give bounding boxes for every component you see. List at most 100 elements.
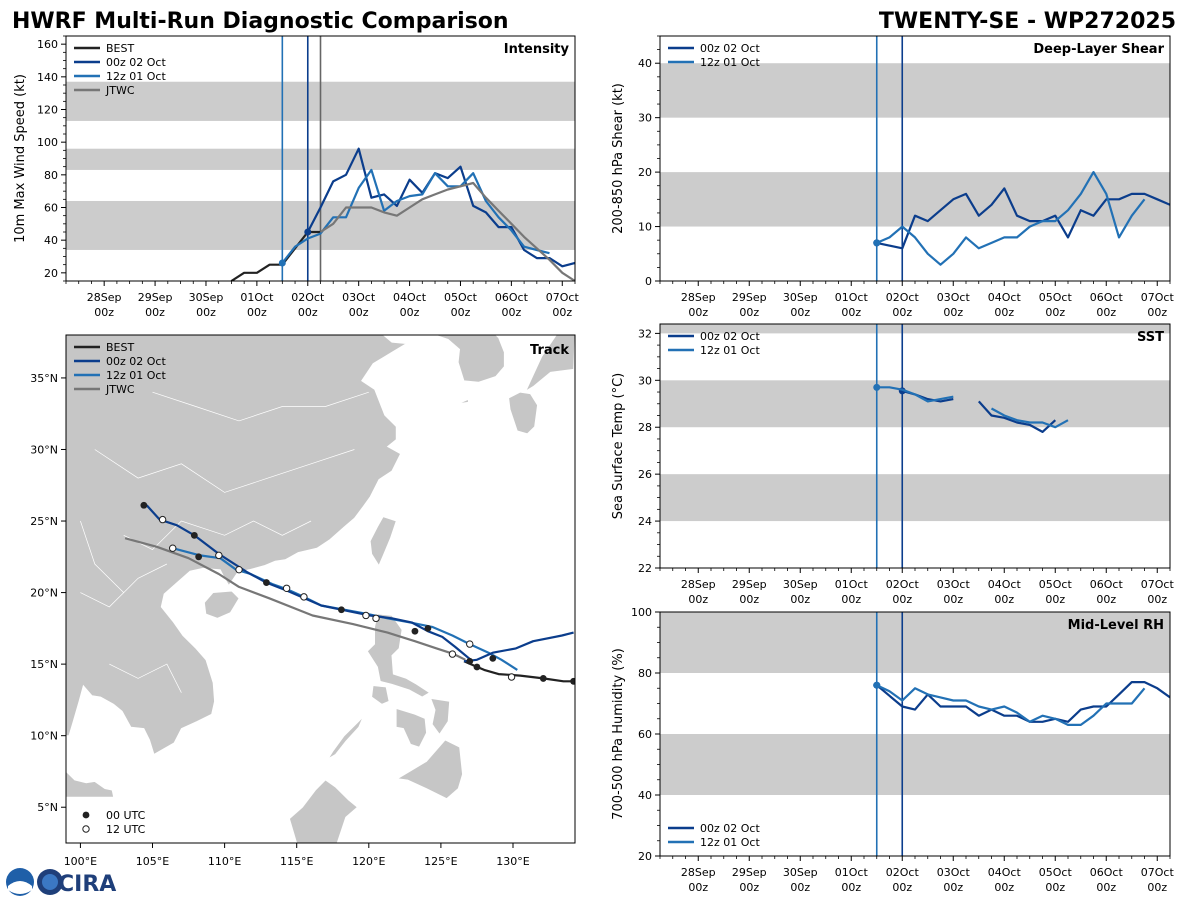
rh-xtick-date: 29Sep: [732, 866, 767, 879]
track-legend-label-00utc: 00 UTC: [106, 809, 146, 822]
sst-series-group: [873, 383, 1069, 433]
rh-xtick-hour: 00z: [943, 881, 963, 894]
intensity-xtick-label: 04Oct 00z: [393, 291, 427, 319]
rh-ytick-label: 80: [638, 667, 652, 680]
rh-ytick-label: 20: [638, 850, 652, 863]
track-xtick-label: 105°E: [136, 855, 169, 868]
shear-ytick-label: 0: [645, 275, 652, 288]
intensity-ytick-label: 80: [44, 169, 58, 182]
track-point-12utc: [158, 515, 167, 524]
track-line-run_00z: [463, 631, 574, 663]
rh-xtick-label: 05Oct 00z: [1039, 866, 1073, 894]
track-line-run_00z: [145, 504, 474, 663]
rh-xtick-hour: 00z: [1147, 881, 1167, 894]
rh-xtick-date: 30Sep: [783, 866, 818, 879]
shear-xtick-date: 02Oct: [886, 291, 920, 304]
track-legend-label-run_12z: 12z 01 Oct: [106, 369, 166, 382]
rh-xtick-label: 29Sep 00z: [732, 866, 767, 894]
shear-xtick-hour: 00z: [1096, 306, 1116, 319]
shear-xtick-hour: 00z: [1147, 306, 1167, 319]
land-panay_negros_cebu: [395, 707, 427, 748]
intensity-ytick-label: 100: [37, 136, 58, 149]
track-ytick-label: 10°N: [30, 730, 58, 743]
shear-xtick-label: 30Sep 00z: [783, 291, 818, 319]
sst-xtick-hour: 00z: [943, 593, 963, 606]
shear-xtick-date: 03Oct: [937, 291, 971, 304]
intensity-panel-title: Intensity: [504, 42, 570, 57]
track-line-jtwc: [124, 537, 466, 661]
shear-band: [660, 63, 1170, 118]
land-taiwan: [369, 516, 397, 567]
sst-y-axis-label: Sea Surface Temp (°C): [611, 373, 626, 520]
sst-xtick-label: 30Sep 00z: [783, 578, 818, 606]
intensity-xtick-label: 03Oct 00z: [342, 291, 376, 319]
intensity-xtick-date: 03Oct: [342, 291, 376, 304]
sst-xtick-label: 05Oct 00z: [1039, 578, 1073, 606]
intensity-init-point-run_00z: [304, 228, 312, 236]
intensity-xtick-hour: 00z: [94, 306, 114, 319]
intensity-xtick-date: 30Sep: [189, 291, 224, 304]
sst-xtick-date: 01Oct: [835, 578, 869, 591]
map-border-line: [109, 663, 182, 693]
rh-xtick-label: 07Oct 00z: [1141, 866, 1175, 894]
sst-xtick-date: 05Oct: [1039, 578, 1073, 591]
rh-band: [660, 612, 1170, 673]
storm-id-title: TWENTY-SE - WP272025: [879, 9, 1176, 34]
sst-panel-title: SST: [1137, 330, 1164, 345]
sst-xtick-label: 03Oct 00z: [937, 578, 971, 606]
intensity-ytick-label: 40: [44, 234, 58, 247]
track-xtick-label: 125°E: [424, 855, 457, 868]
shear-xtick-hour: 00z: [841, 306, 861, 319]
rh-ytick-label: 60: [638, 728, 652, 741]
rh-xtick-date: 28Sep: [681, 866, 716, 879]
sst-frame: [659, 323, 1171, 569]
rh-xtick-hour: 00z: [892, 881, 912, 894]
intensity-xtick-hour: 00z: [501, 306, 521, 319]
track-point-00utc: [539, 675, 547, 682]
track-legend-marker-12utc: [82, 825, 90, 833]
intensity-xtick-hour: 00z: [400, 306, 420, 319]
shear-line-run_00z: [876, 187, 1170, 250]
track-point-12utc: [362, 611, 370, 620]
shear-xtick-label: 06Oct 00z: [1090, 291, 1124, 319]
sst-band: [660, 474, 1170, 522]
sst-ytick-label: 28: [638, 421, 652, 434]
rh-xtick-hour: 00z: [688, 881, 708, 894]
track-xtick-label: 115°E: [280, 855, 313, 868]
cira-logo: CIRA: [6, 868, 116, 897]
track-point-00utc: [411, 627, 419, 635]
sst-xtick-hour: 00z: [892, 593, 912, 606]
noaa-wave-icon: [8, 881, 32, 894]
track-xtick-label: 100°E: [64, 855, 97, 868]
land-samar_leyte: [430, 698, 451, 735]
rh-xtick-label: 01Oct 00z: [835, 866, 869, 894]
sst-ytick-label: 22: [638, 562, 652, 575]
rh-xtick-hour: 00z: [841, 881, 861, 894]
track-point-00utc: [140, 501, 148, 509]
rh-xtick-date: 04Oct: [988, 866, 1022, 879]
sst-xtick-hour: 00z: [790, 593, 810, 606]
intensity-legend-label-best: BEST: [106, 42, 134, 55]
land-china_sea_mainland: [66, 335, 408, 755]
track-point-00utc: [424, 624, 432, 632]
rh-panel-title: Mid-Level RH: [1068, 618, 1164, 633]
shear-xtick-hour: 00z: [994, 306, 1014, 319]
track-point-12utc: [507, 673, 516, 681]
sst-xtick-label: 29Sep 00z: [732, 578, 767, 606]
land-jeju: [458, 398, 469, 405]
sst-xtick-label: 06Oct 00z: [1090, 578, 1124, 606]
track-ytick-label: 20°N: [30, 587, 58, 600]
land-shikoku_honshu: [525, 335, 575, 392]
track-point-12utc: [235, 565, 243, 574]
shear-xtick-hour: 00z: [739, 306, 759, 319]
rh-xtick-hour: 00z: [1045, 881, 1065, 894]
track-map-group: [66, 335, 575, 843]
sst-line-run_00z: [977, 400, 1057, 433]
track-frame: [65, 334, 576, 844]
rh-ytick-label: 100: [631, 606, 652, 619]
shear-xtick-hour: 00z: [688, 306, 708, 319]
intensity-xtick-hour: 00z: [451, 306, 471, 319]
shear-line-run_12z: [876, 171, 1146, 266]
shear-init-point-run_12z: [873, 239, 881, 247]
intensity-xtick-date: 05Oct: [444, 291, 478, 304]
